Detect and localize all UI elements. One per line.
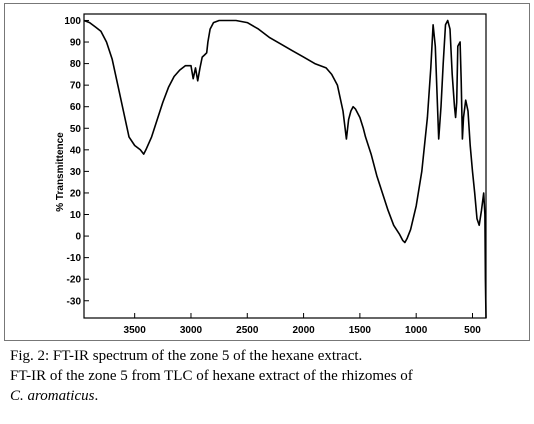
caption-line-3: C. aromaticus. [10,386,530,406]
plot-area [83,13,487,319]
y-axis-label: % Transmittence [55,132,66,212]
x-tick-label: 1500 [349,325,372,336]
x-tick-label: 3000 [180,325,203,336]
y-tick-label: 80 [70,59,82,70]
caption-period: . [94,388,99,404]
y-tick-label: 90 [70,38,82,49]
y-tick-label: 0 [75,232,81,243]
x-tick-label: 2000 [292,325,315,336]
spectrum-line [83,19,487,319]
x-axis: 3500 3000 2500 2000 1500 1000 500 [124,313,481,336]
x-tick-label: 2500 [236,325,259,336]
y-tick-label: 20 [70,188,82,199]
y-tick-label: 40 [70,145,82,156]
y-tick-label: -10 [67,253,82,264]
y-tick-label: -30 [67,296,82,307]
x-tick-label: 1000 [405,325,428,336]
y-tick-label: -20 [67,275,82,286]
y-tick-label: 10 [70,210,82,221]
y-tick-label: 100 [64,16,81,27]
x-tick-label: 500 [464,325,481,336]
y-tick-label: 50 [70,124,82,135]
figure-caption: Fig. 2: FT-IR spectrum of the zone 5 of … [10,346,530,406]
y-tick-label: 60 [70,102,82,113]
x-tick-label: 3500 [124,325,147,336]
caption-species: C. aromaticus [10,388,95,404]
caption-line-2: FT-IR of the zone 5 from TLC of hexane e… [10,368,413,384]
y-tick-label: 70 [70,81,82,92]
figure-frame [4,3,530,341]
y-tick-label: 30 [70,167,82,178]
caption-line-1: Fig. 2: FT-IR spectrum of the zone 5 of … [10,348,363,364]
